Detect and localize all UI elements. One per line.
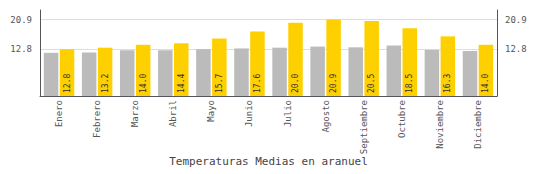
svg-text:20.0: 20.0	[291, 74, 300, 93]
svg-text:20.5: 20.5	[367, 74, 376, 93]
svg-text:Temperaturas Medias en aranuel: Temperaturas Medias en aranuel	[169, 155, 368, 168]
svg-text:Febrero: Febrero	[92, 100, 102, 138]
svg-text:Marzo: Marzo	[130, 100, 140, 127]
svg-text:Agosto: Agosto	[321, 100, 331, 133]
svg-text:12.8: 12.8	[63, 74, 72, 93]
svg-text:14.0: 14.0	[481, 74, 490, 93]
svg-text:17.6: 17.6	[253, 74, 262, 93]
svg-text:14.0: 14.0	[139, 74, 148, 93]
svg-text:18.5: 18.5	[405, 74, 414, 93]
svg-text:Enero: Enero	[54, 100, 64, 127]
svg-text:Abril: Abril	[168, 100, 178, 127]
svg-text:Diciembre: Diciembre	[473, 100, 483, 149]
svg-text:20.9: 20.9	[505, 15, 527, 25]
svg-text:14.4: 14.4	[177, 74, 186, 93]
svg-text:Septiembre: Septiembre	[359, 100, 369, 154]
svg-text:Noviembre: Noviembre	[435, 100, 445, 149]
svg-text:15.7: 15.7	[215, 74, 224, 93]
svg-text:12.8: 12.8	[10, 44, 32, 54]
svg-text:16.3: 16.3	[443, 74, 452, 93]
svg-text:Mayo: Mayo	[206, 100, 216, 122]
svg-text:12.8: 12.8	[505, 44, 527, 54]
svg-text:20.9: 20.9	[10, 15, 32, 25]
svg-text:13.2: 13.2	[101, 74, 110, 93]
svg-text:Octubre: Octubre	[397, 100, 407, 138]
svg-text:Julio: Julio	[283, 100, 293, 127]
svg-text:20.9: 20.9	[329, 74, 338, 93]
svg-text:Junio: Junio	[244, 100, 254, 127]
